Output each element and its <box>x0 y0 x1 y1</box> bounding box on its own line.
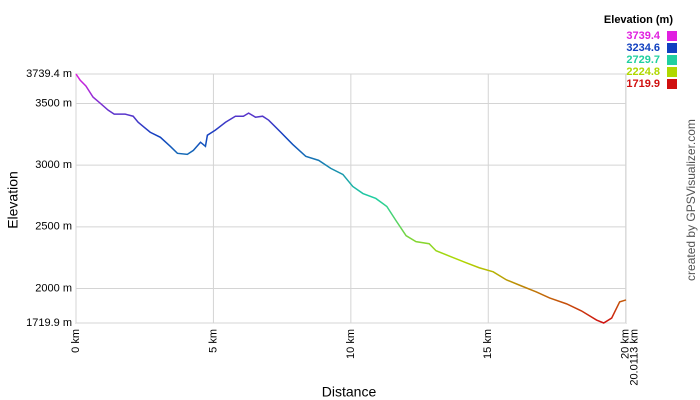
legend-title: Elevation (m) <box>604 14 673 26</box>
y-axis-title: Elevation <box>5 171 21 229</box>
legend-swatch <box>667 67 677 77</box>
legend-swatch <box>667 43 677 53</box>
x-tick-label: 20 km <box>620 329 632 359</box>
legend-label: 3739.4 <box>626 30 661 42</box>
y-tick-label: 2000 m <box>35 282 72 294</box>
legend-swatch <box>667 79 677 89</box>
legend-label: 1719.9 <box>626 78 660 90</box>
y-tick-label: 2500 m <box>35 221 72 233</box>
legend-label: 2224.8 <box>626 66 660 78</box>
legend-label: 3234.6 <box>626 42 660 54</box>
x-axis-title: Distance <box>322 384 377 400</box>
y-tick-label: 3000 m <box>35 159 72 171</box>
x-tick-label: 10 km <box>345 329 357 359</box>
y-tick-label: 1719.9 m <box>26 317 72 329</box>
legend-swatch <box>667 31 677 41</box>
x-tick-label: 15 km <box>482 329 494 359</box>
credit: created by GPSVisualizer.com <box>684 119 698 281</box>
y-tick-label: 3739.4 m <box>26 68 72 80</box>
legend-label: 2729.7 <box>626 54 660 66</box>
x-tick-label: 20.0113 km <box>629 329 641 386</box>
x-tick-label: 5 km <box>207 329 219 353</box>
legend-swatch <box>667 55 677 65</box>
elevation-line <box>75 73 627 324</box>
x-tick-label: 0 km <box>70 329 82 353</box>
y-tick-label: 3500 m <box>35 97 72 109</box>
